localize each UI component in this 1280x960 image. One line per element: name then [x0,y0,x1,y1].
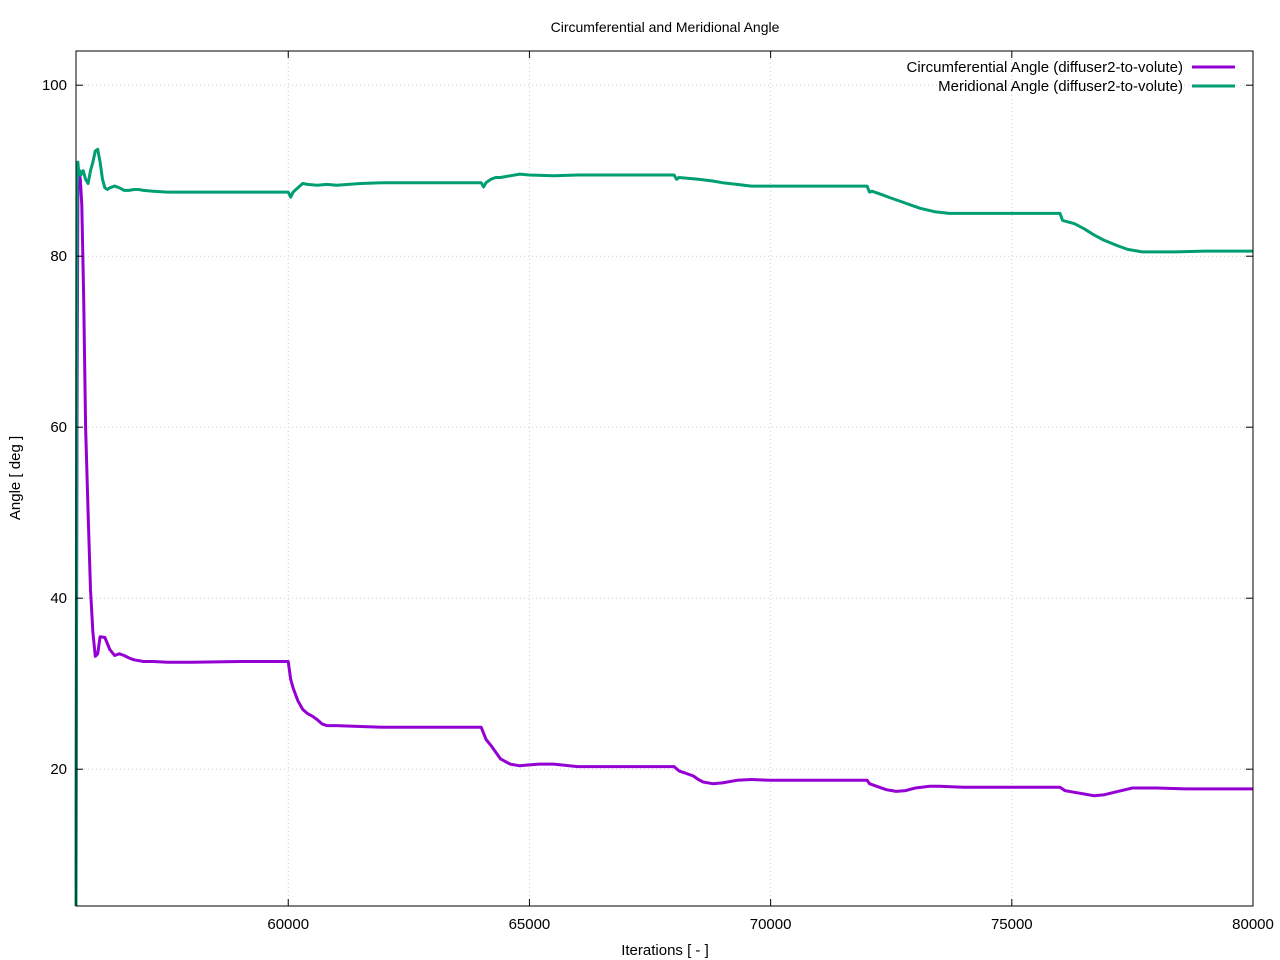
x-tick-label: 75000 [991,916,1033,933]
x-tick-label: 70000 [750,916,792,933]
chart-title: Circumferential and Meridional Angle [551,19,780,35]
legend: Circumferential Angle (diffuser2-to-volu… [906,59,1235,95]
x-tick-label: 60000 [267,916,309,933]
x-tick-label: 65000 [509,916,551,933]
legend-label-2: Meridional Angle (diffuser2-to-volute) [938,78,1183,95]
plot-frame [75,50,1254,907]
series-line-2 [74,147,1253,907]
series-line-1 [74,169,1253,889]
y-tick-label: 80 [50,248,67,265]
y-tick-label: 60 [50,419,67,436]
y-axis-label: Angle [ deg ] [7,436,24,520]
y-tick-label: 100 [42,77,67,94]
series-group [74,147,1253,907]
y-tick-label: 20 [50,761,67,778]
x-axis-label: Iterations [ - ] [621,942,709,959]
tick-group: 60000 65000 70000 75000 80000 20 40 60 80 100 [42,51,1274,933]
x-tick-label: 80000 [1232,916,1274,933]
y-tick-label: 40 [50,590,67,607]
legend-label-1: Circumferential Angle (diffuser2-to-volu… [906,59,1183,76]
